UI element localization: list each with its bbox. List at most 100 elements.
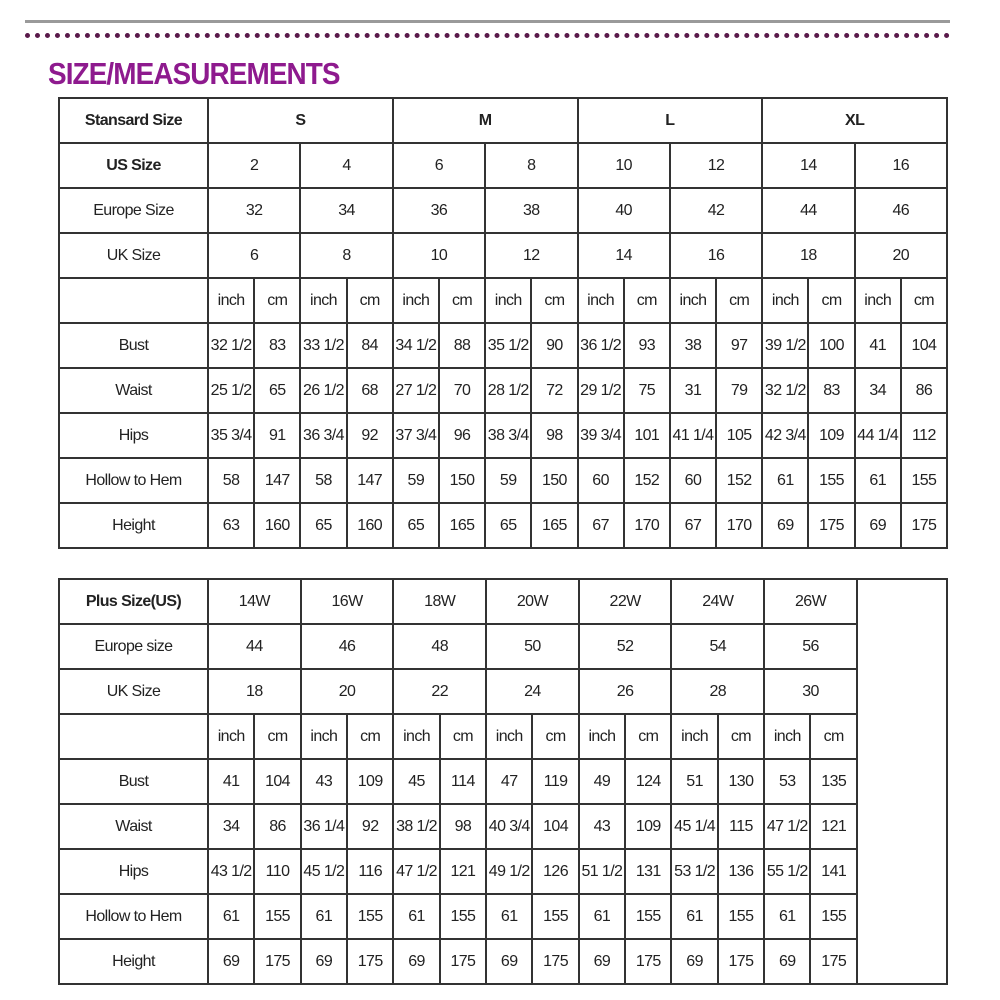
unit-label: cm [530, 277, 579, 324]
measurement-value: 70 [437, 367, 487, 414]
measurement-value: 155 [624, 893, 673, 940]
measurement-value: 69 [485, 938, 534, 985]
measurement-row: Bust 41 104 43 109 45 114 47 119 49 124 51 130 53 135 [58, 758, 947, 805]
measurement-value: 126 [531, 848, 580, 895]
measurement-value: 43 [299, 758, 349, 805]
size-header: S [207, 97, 394, 144]
measurement-value: 36 3/4 [299, 412, 348, 459]
measurement-value: 155 [346, 893, 395, 940]
size-header-row: Plus Size(US) 14W 16W 18W 20W 22W 24W 26W [58, 578, 948, 985]
size-value: 20 [299, 668, 395, 715]
row-label: Bust [58, 758, 209, 805]
size-value: 46 [853, 187, 949, 234]
size-value: 6 [391, 142, 487, 189]
size-header: 24W [670, 578, 766, 625]
unit-label: cm [624, 713, 673, 760]
measurement-value: 51 [670, 758, 719, 805]
size-header: 26W [763, 578, 858, 625]
measurement-value: 98 [438, 803, 488, 850]
measurement-value: 116 [346, 848, 395, 895]
size-value: 46 [299, 623, 395, 670]
measurement-value: 61 [853, 457, 902, 504]
measurement-value: 55 1/2 [763, 848, 812, 895]
size-value: 12 [668, 142, 764, 189]
size-value: 20 [853, 232, 949, 279]
measurement-value: 150 [530, 457, 579, 504]
measurement-value: 86 [899, 367, 949, 414]
size-value: 36 [391, 187, 487, 234]
row-label: Waist [58, 367, 209, 414]
measurement-value: 43 1/2 [206, 848, 256, 895]
measurement-value: 38 3/4 [484, 412, 533, 459]
row-label: Waist [58, 803, 209, 850]
measurement-value: 175 [716, 938, 766, 985]
measurement-value: 65 [391, 502, 440, 549]
measurement-value: 155 [438, 893, 488, 940]
measurement-value: 45 [392, 758, 441, 805]
unit-label: cm [807, 277, 856, 324]
measurement-value: 58 [299, 457, 348, 504]
measurement-value: 155 [899, 457, 949, 504]
row-label: US Size [58, 142, 209, 189]
size-value: 26 [577, 668, 673, 715]
unit-label: inch [763, 713, 812, 760]
unit-label: inch [668, 277, 718, 324]
size-value: 4 [299, 142, 394, 189]
measurement-value: 41 [853, 322, 902, 369]
measurement-value: 88 [437, 322, 487, 369]
measurement-value: 32 1/2 [206, 322, 256, 369]
unit-label: inch [206, 713, 256, 760]
unit-label: inch [206, 277, 256, 324]
measurement-value: 109 [624, 803, 673, 850]
measurement-value: 61 [763, 893, 812, 940]
measurement-value: 175 [531, 938, 580, 985]
measurement-row: Hollow to Hem 61 155 61 155 61 155 61 155 61 155 61… [58, 893, 947, 940]
size-header: M [391, 97, 579, 144]
unit-label: cm [253, 713, 302, 760]
measurement-row: Hips 35 3/4 91 36 3/4 92 37 3/4 96 38 3/4 98 39 3… [58, 412, 949, 459]
measurement-value: 175 [899, 502, 949, 549]
row-label: Europe size [58, 623, 209, 670]
size-row: UK Size 6 8 10 12 14 16 18 20 [58, 232, 949, 279]
unit-label: inch [485, 713, 534, 760]
measurement-value: 69 [761, 502, 810, 549]
row-label: Europe Size [58, 187, 209, 234]
measurement-value: 67 [668, 502, 718, 549]
size-header: XL [761, 97, 948, 144]
size-header: L [576, 97, 764, 144]
unit-label: inch [299, 277, 348, 324]
size-value: 16 [668, 232, 764, 279]
measurement-value: 155 [807, 457, 856, 504]
size-value: 22 [392, 668, 488, 715]
measurement-row: Hollow to Hem 58 147 58 147 59 150 59 150 60 152 60… [58, 457, 949, 504]
measurement-value: 175 [807, 502, 856, 549]
measurement-value: 160 [345, 502, 394, 549]
size-value: 6 [206, 232, 302, 279]
measurement-value: 92 [345, 412, 394, 459]
measurement-value: 63 [206, 502, 256, 549]
measurement-value: 44 1/4 [853, 412, 902, 459]
measurement-value: 165 [530, 502, 579, 549]
size-row: US Size 2 4 6 8 10 12 14 16 [58, 142, 949, 189]
measurement-value: 175 [253, 938, 302, 985]
size-value: 44 [207, 623, 302, 670]
row-label: Height [58, 938, 209, 985]
measurement-value: 150 [437, 457, 487, 504]
unit-label: inch [391, 277, 440, 324]
measurement-value: 49 1/2 [485, 848, 534, 895]
unit-label: inch [577, 713, 627, 760]
measurement-value: 42 3/4 [761, 412, 810, 459]
measurement-value: 40 3/4 [485, 803, 534, 850]
measurement-value: 104 [253, 758, 302, 805]
measurement-value: 69 [853, 502, 902, 549]
size-value: 40 [576, 187, 671, 234]
row-label: UK Size [58, 668, 209, 715]
size-value: 52 [577, 623, 673, 670]
size-value: 38 [484, 187, 579, 234]
measurement-value: 170 [622, 502, 671, 549]
measurement-value: 36 1/4 [299, 803, 349, 850]
measurement-value: 61 [761, 457, 810, 504]
page-title: SIZE/MEASUREMENTS [48, 56, 341, 91]
unit-label: inch [484, 277, 533, 324]
unit-label: inch [576, 277, 625, 324]
